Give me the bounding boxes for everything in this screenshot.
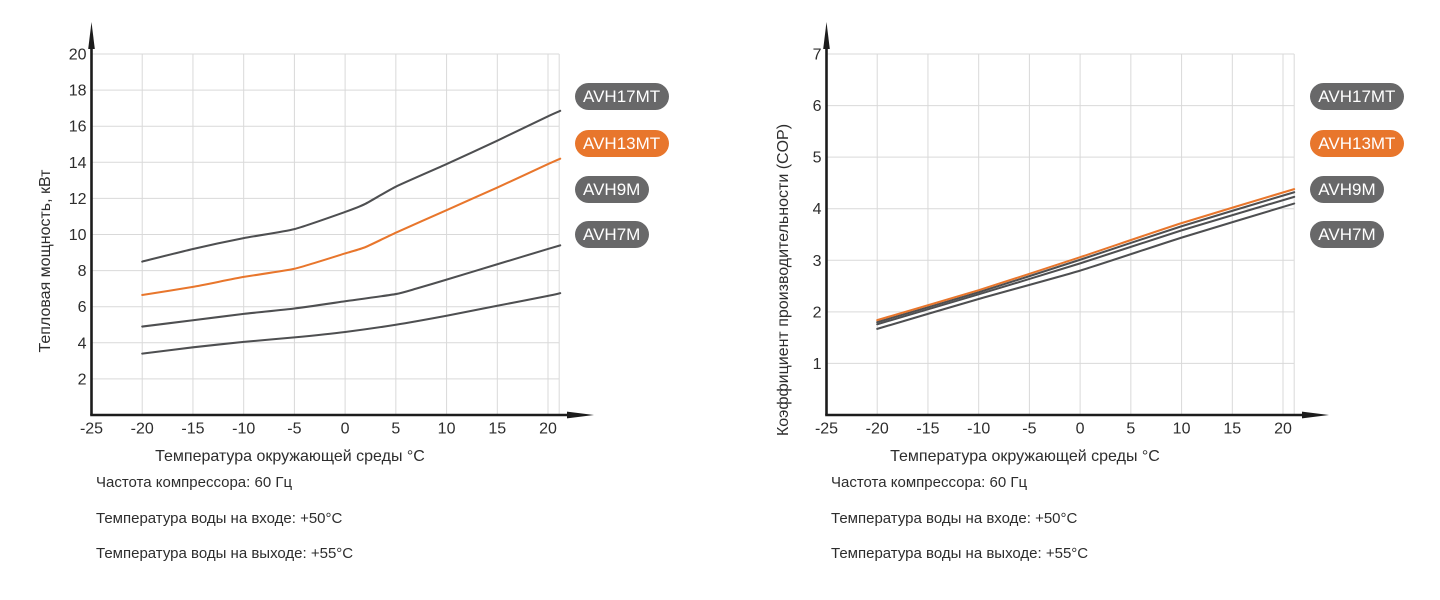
series-avh13mt (141, 157, 562, 296)
y-axis-title: Коэффициент производительности (COP) (775, 124, 792, 436)
grid-layer (91, 53, 560, 415)
series-avh7m (141, 292, 562, 355)
cop-chart-panel: -25 -20 -15 -10 -5 0 5 10 15 20 1 2 3 4 5 6 7 Коэффициен… (720, 0, 1440, 600)
series-avh17mt (876, 191, 1296, 324)
y-axis-arrow-icon (823, 22, 831, 49)
x-tick-label: 15 (488, 421, 506, 438)
legend-pill-avh17mt: AVH17MT (1309, 83, 1404, 110)
outlet-water-temperature-note: Температура воды на выходе: +55°C (831, 545, 1089, 562)
y-axis-title: Тепловая мощность, кВт (37, 169, 54, 353)
x-tick-label: 5 (391, 421, 400, 438)
legend-pill-avh9m: AVH9M (574, 176, 649, 203)
x-axis-arrow-icon (567, 411, 594, 419)
y-tick-label: 10 (69, 227, 87, 244)
x-tick-label: -15 (917, 421, 940, 438)
x-tick-label: -5 (1023, 421, 1037, 438)
legend-pill-avh7m: AVH7M (1309, 221, 1385, 248)
x-tick-label: 0 (341, 421, 350, 438)
x-axis-title: Температура окружающей среды °C (890, 448, 1160, 465)
y-tick-label: 16 (69, 119, 87, 136)
y-tick-label: 5 (813, 150, 822, 167)
y-tick-label: 14 (69, 155, 87, 172)
x-tick-label: 0 (1076, 421, 1085, 438)
series-avh9m (876, 195, 1296, 326)
series-layer (141, 109, 562, 355)
x-tick-label: -10 (232, 421, 255, 438)
axis-layer (823, 22, 1330, 419)
x-tick-label: -10 (967, 421, 990, 438)
legend-pill-avh9m: AVH9M (1309, 176, 1385, 203)
y-tick-label: 8 (78, 263, 87, 280)
series-avh13mt (876, 188, 1296, 322)
y-tick-label: 3 (813, 253, 822, 270)
y-tick-label: 6 (78, 299, 87, 316)
compressor-frequency-note: Частота компрессора: 60 Гц (831, 474, 1028, 491)
y-tick-label: 4 (813, 201, 822, 218)
tick-labels-layer: -25 -20 -15 -10 -5 0 5 10 15 20 2 4 6 8 10 12 14 16 18 20 (69, 47, 557, 438)
y-tick-label: 12 (69, 191, 87, 208)
y-tick-label: 1 (813, 356, 822, 373)
legend-pill-avh13mt: AVH13MT (574, 130, 669, 157)
series-avh7m (876, 202, 1296, 330)
x-tick-label: 10 (1173, 421, 1191, 438)
series-layer (876, 188, 1296, 330)
y-tick-label: 20 (69, 47, 87, 64)
x-tick-label: 10 (438, 421, 456, 438)
cop-chart: -25 -20 -15 -10 -5 0 5 10 15 20 1 2 3 4 5 6 7 Коэффициен… (775, 22, 1330, 465)
y-tick-label: 7 (813, 47, 822, 64)
y-tick-label: 4 (78, 335, 87, 352)
x-tick-label: -25 (80, 421, 103, 438)
compressor-frequency-note: Частота компрессора: 60 Гц (96, 474, 293, 491)
x-tick-label: 15 (1224, 421, 1242, 438)
x-tick-label: 20 (539, 421, 557, 438)
y-tick-label: 2 (78, 371, 87, 388)
legend-pill-avh17mt: AVH17MT (574, 83, 669, 110)
heat-output-chart: -25 -20 -15 -10 -5 0 5 10 15 20 2 4 6 8 10 12 14 16 18 20 Т… (37, 22, 594, 465)
legend-pill-avh7m: AVH7M (574, 221, 649, 248)
grid-layer (826, 53, 1295, 415)
series-avh17mt (141, 109, 562, 263)
x-tick-label: -5 (287, 421, 301, 438)
axis-layer (88, 22, 594, 419)
outlet-water-temperature-note: Температура воды на выходе: +55°C (96, 545, 354, 562)
y-axis-arrow-icon (88, 22, 95, 49)
x-tick-label: -20 (131, 421, 154, 438)
inlet-water-temperature-note: Температура воды на входе: +50°C (831, 510, 1078, 527)
y-tick-label: 2 (813, 304, 822, 321)
tick-labels-layer: -25 -20 -15 -10 -5 0 5 10 15 20 1 2 3 4 5 6 7 (813, 47, 1292, 438)
x-tick-label: -20 (866, 421, 889, 438)
x-tick-label: -25 (815, 421, 838, 438)
x-tick-label: 20 (1274, 421, 1292, 438)
x-tick-label: 5 (1127, 421, 1136, 438)
x-tick-label: -15 (181, 421, 204, 438)
y-tick-label: 6 (813, 98, 822, 115)
legend-pill-avh13mt: AVH13MT (1309, 130, 1404, 157)
x-axis-arrow-icon (1302, 411, 1330, 419)
inlet-water-temperature-note: Температура воды на входе: +50°C (96, 510, 343, 527)
heat-output-chart-panel: -25 -20 -15 -10 -5 0 5 10 15 20 2 4 6 8 10 12 14 16 18 20 Т… (37, 22, 669, 562)
y-tick-label: 18 (69, 83, 87, 100)
x-axis-title: Температура окружающей среды °C (155, 448, 425, 465)
series-avh9m (141, 244, 562, 328)
